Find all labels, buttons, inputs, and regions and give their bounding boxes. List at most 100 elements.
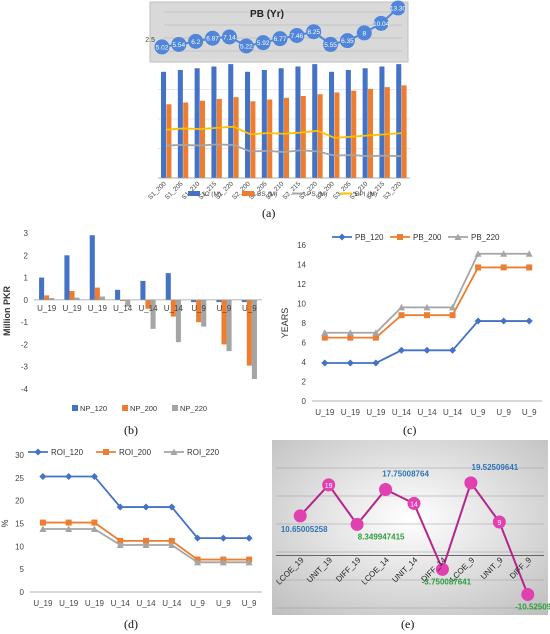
y-tick-label: 2: [24, 251, 29, 260]
y-tick-label: 3: [24, 229, 29, 238]
inset-title: PB (Yr): [250, 9, 284, 20]
y-tick-label: 25: [15, 474, 24, 483]
legend-swatch: [72, 405, 78, 411]
data-label: -10.52509641: [515, 603, 550, 612]
x-tick-label: U_19: [341, 408, 361, 417]
line-pb-200: [324, 266, 530, 339]
legend-label: ROI_120: [51, 448, 84, 457]
roi-200-point: [117, 537, 124, 544]
y-tick-label: 30: [15, 451, 24, 460]
inset-pb-label: 5.54: [173, 42, 186, 49]
bar-np-120: [89, 235, 95, 300]
bar-ic: [379, 66, 385, 178]
bar-ic: [161, 71, 167, 178]
roi-200-point: [143, 537, 149, 544]
roi-200-point: [39, 519, 46, 526]
x-tick-label: U_9: [190, 599, 205, 608]
x-tick-label: U_14: [138, 304, 158, 313]
pb-120-point: [321, 359, 329, 367]
y-tick-label: 15: [15, 520, 24, 529]
roi-220-point: [142, 541, 150, 548]
bar-np-220: [99, 296, 105, 300]
pb-220-point: [500, 250, 508, 257]
panel-label-b: (b): [124, 423, 138, 437]
y-tick-label: 4: [302, 358, 307, 367]
pb-120-point: [525, 317, 533, 325]
bar-np-120: [216, 299, 222, 303]
roi-120-point: [65, 472, 73, 480]
inset-pb-point: [289, 27, 305, 43]
bar-bs: [216, 98, 222, 178]
bar-np-200: [69, 290, 75, 300]
pb-200-point: [424, 312, 430, 319]
bar-ic: [228, 64, 234, 178]
bar-np-220: [150, 299, 156, 329]
bar-bs: [334, 92, 340, 178]
legend-label: NP_220: [180, 404, 207, 413]
x-tick-label: U_14: [136, 599, 156, 608]
bar-bs: [250, 101, 256, 178]
roi-200-point: [168, 537, 175, 544]
x-tick-label: U_9: [242, 599, 257, 608]
legend-swatch: [188, 191, 200, 196]
inset-pb-point: [390, 0, 406, 16]
pb-120-point: [500, 317, 508, 325]
inset-pb-label: 6.35: [341, 38, 354, 45]
x-tick-label: U_14: [113, 304, 133, 313]
y-tick-label: 0: [20, 588, 25, 597]
legend-label: BPI (M): [355, 191, 377, 198]
pb-220-point: [397, 303, 405, 311]
bar-bs: [401, 85, 407, 178]
data-label: 19.52509641: [472, 463, 519, 472]
pb-120-point: [423, 346, 431, 354]
panel-label-d: (d): [124, 617, 138, 631]
bar-np-200: [120, 299, 126, 301]
legend-swatch: [242, 191, 254, 196]
inset-y-tick: 2.5: [145, 37, 155, 44]
bar-ic: [261, 70, 267, 178]
x-tick-label: U_9: [191, 304, 206, 313]
x-tick-label: U_19: [88, 304, 108, 313]
pb-120-point: [449, 346, 457, 354]
x-tick-label: U_19: [315, 408, 335, 417]
inset-pb-point: [323, 36, 339, 52]
inset-pb-point: [154, 39, 170, 55]
x-tick-label: U_14: [443, 408, 463, 417]
legend-marker: [397, 234, 403, 240]
roi-120-point: [39, 472, 47, 480]
data-point: [379, 482, 393, 496]
legend-label: NP_200: [130, 404, 157, 413]
data-point: [407, 496, 421, 510]
pb-200-point: [449, 312, 456, 319]
x-tick-label: U_14: [111, 599, 131, 608]
x-tick-label: U_9: [496, 408, 511, 417]
bar-ic: [345, 70, 351, 178]
roi-220-point: [168, 541, 176, 548]
pb-220-point: [321, 329, 329, 336]
panel-label-a: (a): [262, 206, 276, 220]
x-tick-label: U_19: [59, 599, 79, 608]
pb-120-point: [397, 346, 405, 354]
pb-200-point: [475, 264, 482, 271]
y-tick-label: 6: [302, 339, 307, 348]
chart-c-svg: 0 2 4 6 8 10 12 14 16 YEARS U_19 U_19 U_19 U_14 U_14 U_…: [280, 233, 542, 417]
inset-pb-label: 6.77: [274, 36, 287, 43]
pb-200-point: [398, 312, 405, 319]
pb-220-point: [449, 303, 457, 311]
pb-120-point: [346, 359, 354, 367]
legend-label: IC (M): [203, 191, 221, 198]
chart-e: 19 14 9 LCOE_19 UNIT_19 DIFF_19 LCOE_14 UNIT_14…: [272, 440, 550, 615]
data-point: [521, 588, 535, 602]
line-pb-120: [324, 320, 530, 364]
x-tick-label: U_9: [242, 304, 257, 313]
roi-120-point: [194, 534, 202, 542]
bar-bs: [166, 104, 172, 178]
data-label: -3.750087641: [422, 577, 472, 586]
inset-pb-label: 5.02: [156, 44, 169, 51]
y-tick-label: 10: [15, 542, 24, 551]
chart-a-svg: PB (Yr) 2.55.02 5.54 6.2 6.87 7.14 5.22 5.92 6.7…: [145, 0, 410, 201]
x-tick-label: U_19: [33, 599, 53, 608]
bar-bs: [284, 97, 290, 178]
legend-marker: [170, 448, 178, 455]
x-tick-label: U_9: [217, 304, 232, 313]
